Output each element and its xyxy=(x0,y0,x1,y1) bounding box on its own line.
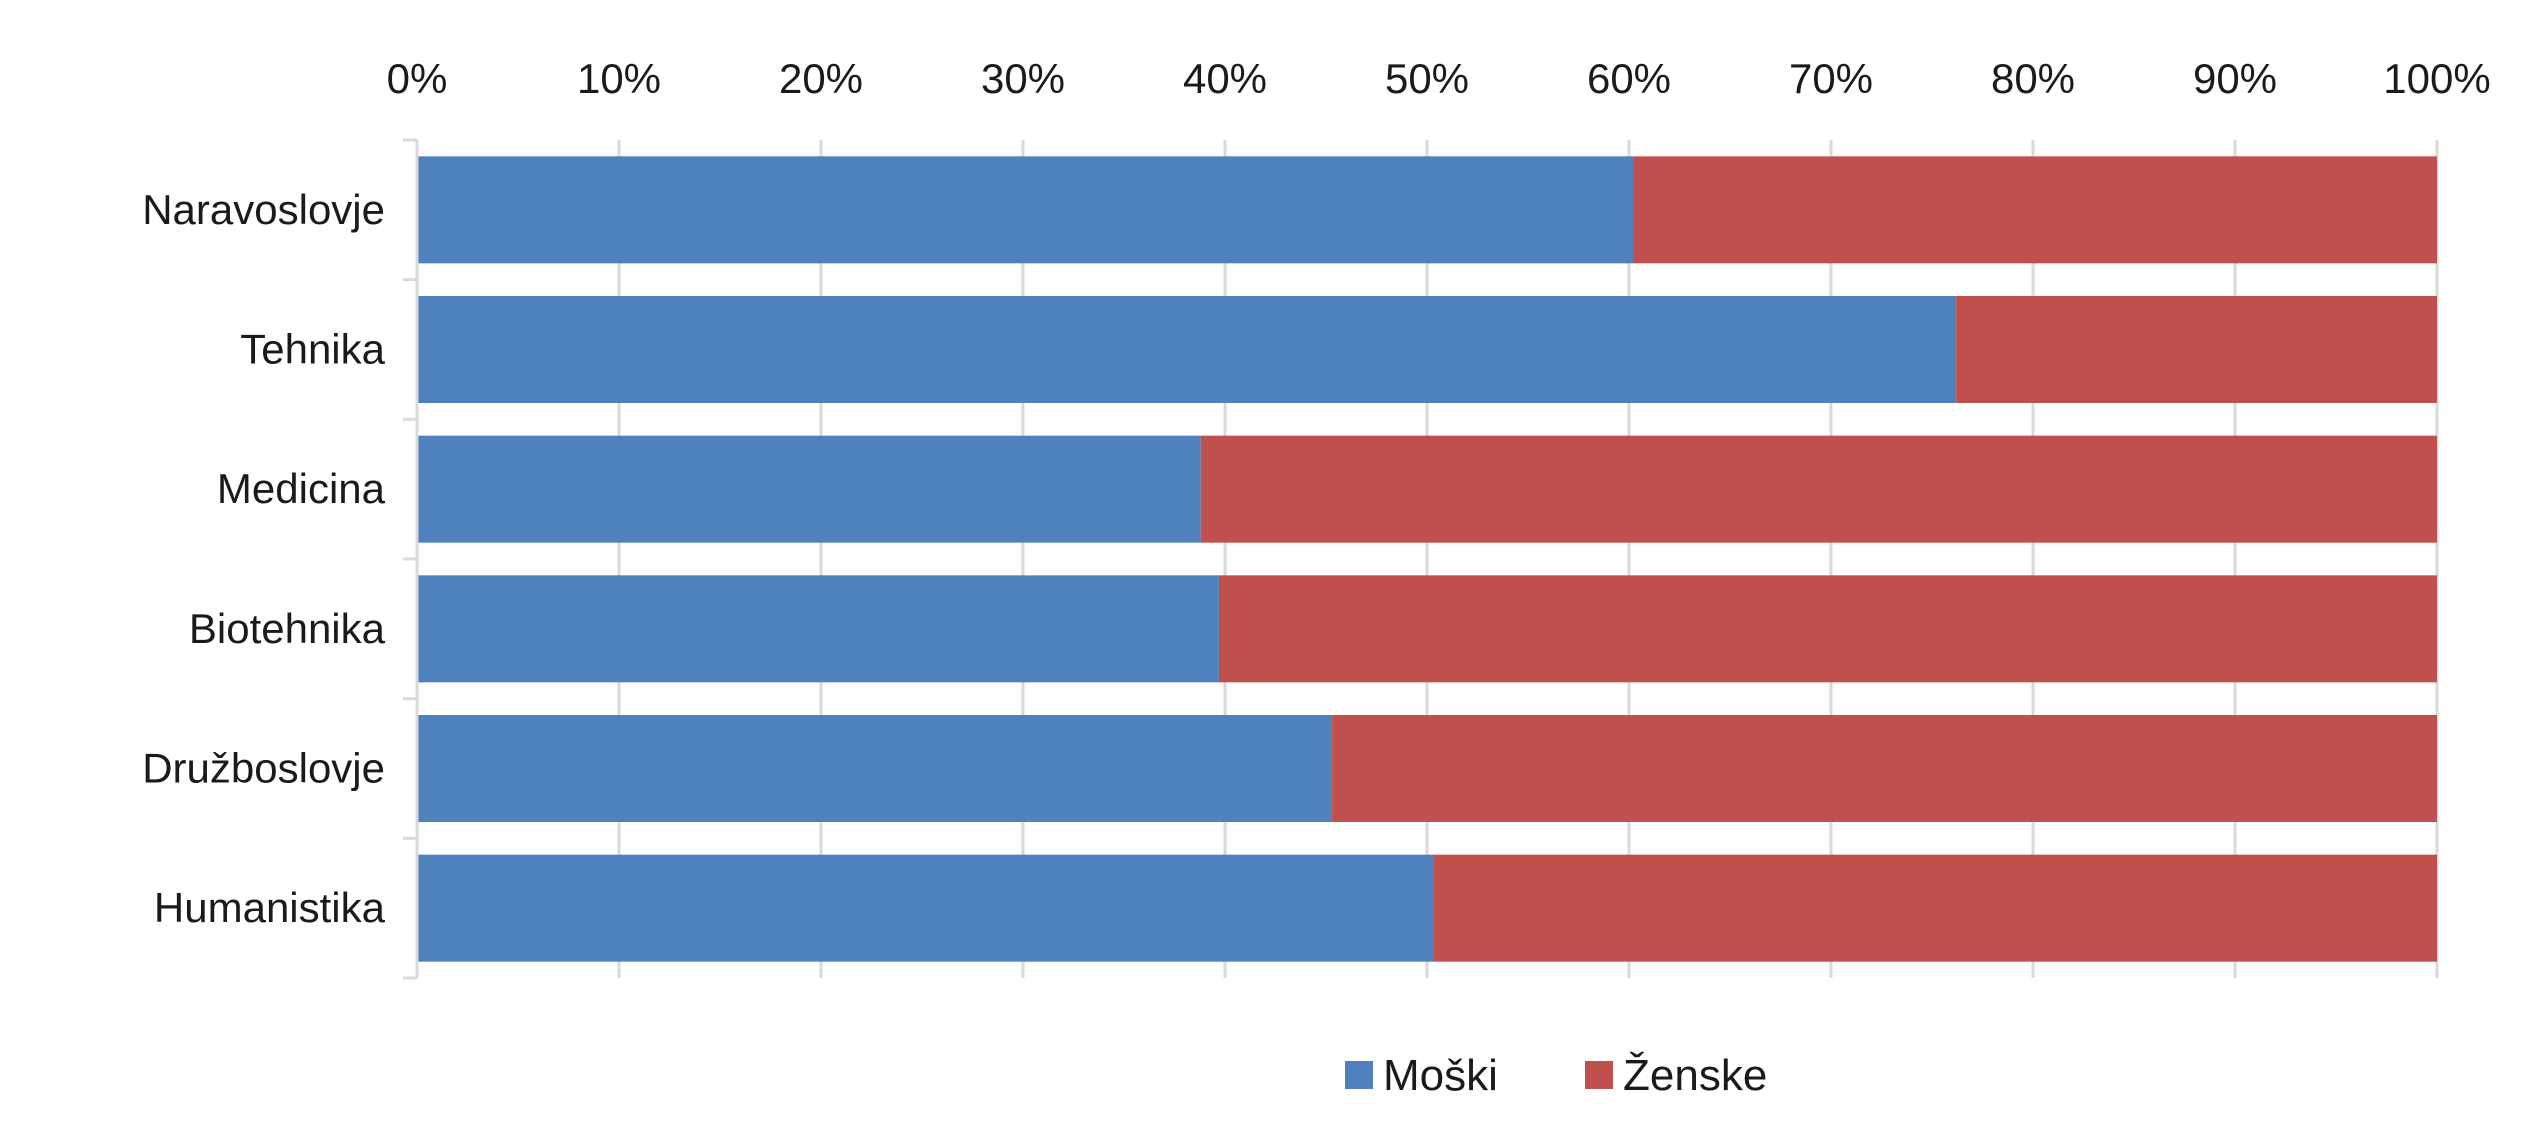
x-tick-label: 20% xyxy=(779,55,863,102)
bar-ženske xyxy=(1332,715,2437,822)
category-label: Humanistika xyxy=(154,884,386,931)
axes xyxy=(403,138,419,980)
bar-moški xyxy=(417,575,1219,683)
category-label: Družboslovje xyxy=(142,745,385,792)
bar-ženske xyxy=(1433,854,2437,962)
x-tick-label: 90% xyxy=(2193,55,2277,102)
x-tick-label: 10% xyxy=(577,55,661,102)
category-label: Medicina xyxy=(217,465,386,512)
bar-ženske xyxy=(1633,156,2437,264)
x-tick-label: 60% xyxy=(1587,55,1671,102)
bar-moški xyxy=(417,715,1333,822)
x-tick-label: 30% xyxy=(981,55,1065,102)
bar-moški xyxy=(417,296,1957,403)
legend-label: Moški xyxy=(1383,1051,1498,1100)
category-label: Naravoslovje xyxy=(142,186,385,233)
category-label: Tehnika xyxy=(240,326,385,373)
x-tick-label: 50% xyxy=(1385,55,1469,102)
bar-ženske xyxy=(1218,575,2437,683)
x-tick-label: 40% xyxy=(1183,55,1267,102)
bars xyxy=(417,156,2437,962)
x-tick-label: 0% xyxy=(387,55,448,102)
x-tick-labels: 0% 10% 20% 30% 40% 50% 60% 70% 80% 90% 100% xyxy=(387,55,2491,102)
bar-moški xyxy=(417,854,1434,962)
legend-swatch xyxy=(1585,1061,1613,1089)
category-label: Biotehnika xyxy=(189,605,386,652)
legend-swatch xyxy=(1345,1061,1373,1089)
x-tick-label: 70% xyxy=(1789,55,1873,102)
bar-ženske xyxy=(1200,435,2437,543)
legend-label: Ženske xyxy=(1623,1051,1767,1100)
x-tick-label: 100% xyxy=(2383,55,2490,102)
gridlines xyxy=(415,140,2439,978)
bar-moški xyxy=(417,156,1634,264)
legend: Moški Ženske xyxy=(1345,1051,1767,1100)
bar-moški xyxy=(417,435,1201,543)
bar-ženske xyxy=(1956,296,2437,403)
category-labels: Naravoslovje Tehnika Medicina Biotehnika Dru… xyxy=(142,186,385,931)
x-tick-label: 80% xyxy=(1991,55,2075,102)
